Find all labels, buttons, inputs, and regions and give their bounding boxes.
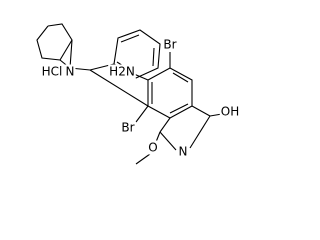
bond [47,23,73,69]
bond [159,131,177,151]
bond [133,73,149,81]
atom-label: OH [221,105,239,119]
ring [147,67,193,119]
atom-label: HCl [42,65,63,79]
bond [159,117,171,133]
label-background [120,120,136,135]
atom-label: Br [121,121,134,135]
bond [135,105,149,123]
bond [36,25,71,69]
bond [172,72,189,83]
label-background [177,144,189,159]
atom-label: N [66,65,75,79]
bond [169,103,189,114]
label-background [64,64,76,79]
bond [120,34,140,43]
label-background [108,64,136,79]
bond [59,39,73,61]
atom-label: Br [163,38,176,52]
bond [135,153,151,165]
label-background [40,64,64,79]
atom-label: H2N [109,65,135,79]
bond [152,47,155,67]
label-background [219,104,241,119]
label-background [162,37,178,52]
atom-label: O [148,141,157,155]
bond [189,115,211,149]
bond [191,105,211,117]
bond [155,131,161,143]
bond [89,69,149,107]
atom-label: N [179,145,188,159]
label-background [147,140,159,155]
bonds [36,23,223,165]
